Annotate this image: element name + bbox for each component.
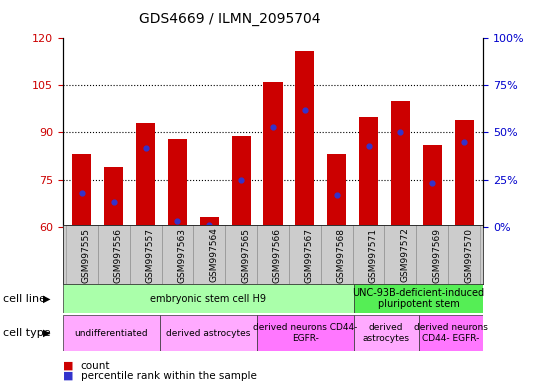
Text: GSM997568: GSM997568 bbox=[337, 228, 346, 283]
Text: derived
astrocytes: derived astrocytes bbox=[363, 323, 410, 343]
Point bbox=[205, 222, 213, 228]
Text: derived neurons CD44-
EGFR-: derived neurons CD44- EGFR- bbox=[253, 323, 358, 343]
Point bbox=[78, 190, 86, 196]
Bar bbox=[384, 225, 417, 284]
Bar bbox=[225, 225, 257, 284]
Text: GSM997569: GSM997569 bbox=[432, 228, 441, 283]
Point bbox=[109, 199, 118, 205]
Bar bbox=[257, 315, 354, 351]
Bar bbox=[168, 139, 187, 227]
Bar bbox=[353, 225, 384, 284]
Text: GSM997570: GSM997570 bbox=[464, 228, 473, 283]
Bar bbox=[104, 167, 123, 227]
Bar bbox=[327, 154, 346, 227]
Bar bbox=[448, 225, 480, 284]
Bar bbox=[419, 315, 483, 351]
Text: GSM997567: GSM997567 bbox=[305, 228, 314, 283]
Bar bbox=[354, 315, 419, 351]
Text: derived astrocytes: derived astrocytes bbox=[166, 329, 251, 338]
Text: GSM997564: GSM997564 bbox=[209, 228, 218, 283]
Text: ▶: ▶ bbox=[43, 328, 50, 338]
Text: ■: ■ bbox=[63, 361, 73, 371]
Text: embryonic stem cell H9: embryonic stem cell H9 bbox=[150, 293, 266, 304]
Text: ■: ■ bbox=[63, 371, 73, 381]
Point bbox=[364, 142, 373, 149]
Bar bbox=[232, 136, 251, 227]
Bar bbox=[63, 315, 160, 351]
Text: GSM997565: GSM997565 bbox=[241, 228, 250, 283]
Text: percentile rank within the sample: percentile rank within the sample bbox=[81, 371, 257, 381]
Bar bbox=[359, 117, 378, 227]
Bar bbox=[289, 225, 321, 284]
Point bbox=[428, 180, 437, 186]
Text: GSM997572: GSM997572 bbox=[400, 228, 410, 283]
Text: derived neurons
CD44- EGFR-: derived neurons CD44- EGFR- bbox=[414, 323, 488, 343]
Text: GSM997555: GSM997555 bbox=[82, 228, 91, 283]
Bar bbox=[160, 315, 257, 351]
Point bbox=[269, 124, 277, 130]
Point bbox=[396, 129, 405, 136]
Text: GSM997557: GSM997557 bbox=[146, 228, 155, 283]
Point bbox=[141, 144, 150, 151]
Text: GSM997571: GSM997571 bbox=[369, 228, 377, 283]
Bar bbox=[200, 217, 219, 227]
Bar bbox=[263, 82, 283, 227]
Bar bbox=[321, 225, 353, 284]
Bar bbox=[73, 154, 92, 227]
Bar bbox=[63, 284, 354, 313]
Bar bbox=[193, 225, 225, 284]
Bar bbox=[66, 225, 98, 284]
Text: UNC-93B-deficient-induced
pluripotent stem: UNC-93B-deficient-induced pluripotent st… bbox=[353, 288, 485, 310]
Point bbox=[173, 218, 182, 224]
Text: undifferentiated: undifferentiated bbox=[74, 329, 148, 338]
Bar bbox=[98, 225, 130, 284]
Point bbox=[237, 177, 246, 183]
Text: count: count bbox=[81, 361, 110, 371]
Bar bbox=[423, 145, 442, 227]
Bar bbox=[130, 225, 162, 284]
Text: GSM997563: GSM997563 bbox=[177, 228, 186, 283]
Bar bbox=[136, 123, 155, 227]
Text: GDS4669 / ILMN_2095704: GDS4669 / ILMN_2095704 bbox=[139, 12, 320, 25]
Bar bbox=[295, 51, 314, 227]
Point bbox=[300, 107, 309, 113]
Bar bbox=[454, 120, 473, 227]
Point bbox=[460, 139, 468, 145]
Bar bbox=[162, 225, 193, 284]
Bar bbox=[354, 284, 483, 313]
Bar bbox=[391, 101, 410, 227]
Point bbox=[333, 192, 341, 198]
Text: cell type: cell type bbox=[3, 328, 50, 338]
Text: GSM997566: GSM997566 bbox=[273, 228, 282, 283]
Text: cell line: cell line bbox=[3, 293, 46, 304]
Bar bbox=[257, 225, 289, 284]
Text: GSM997556: GSM997556 bbox=[114, 228, 123, 283]
Text: ▶: ▶ bbox=[43, 293, 50, 304]
Bar bbox=[416, 225, 448, 284]
